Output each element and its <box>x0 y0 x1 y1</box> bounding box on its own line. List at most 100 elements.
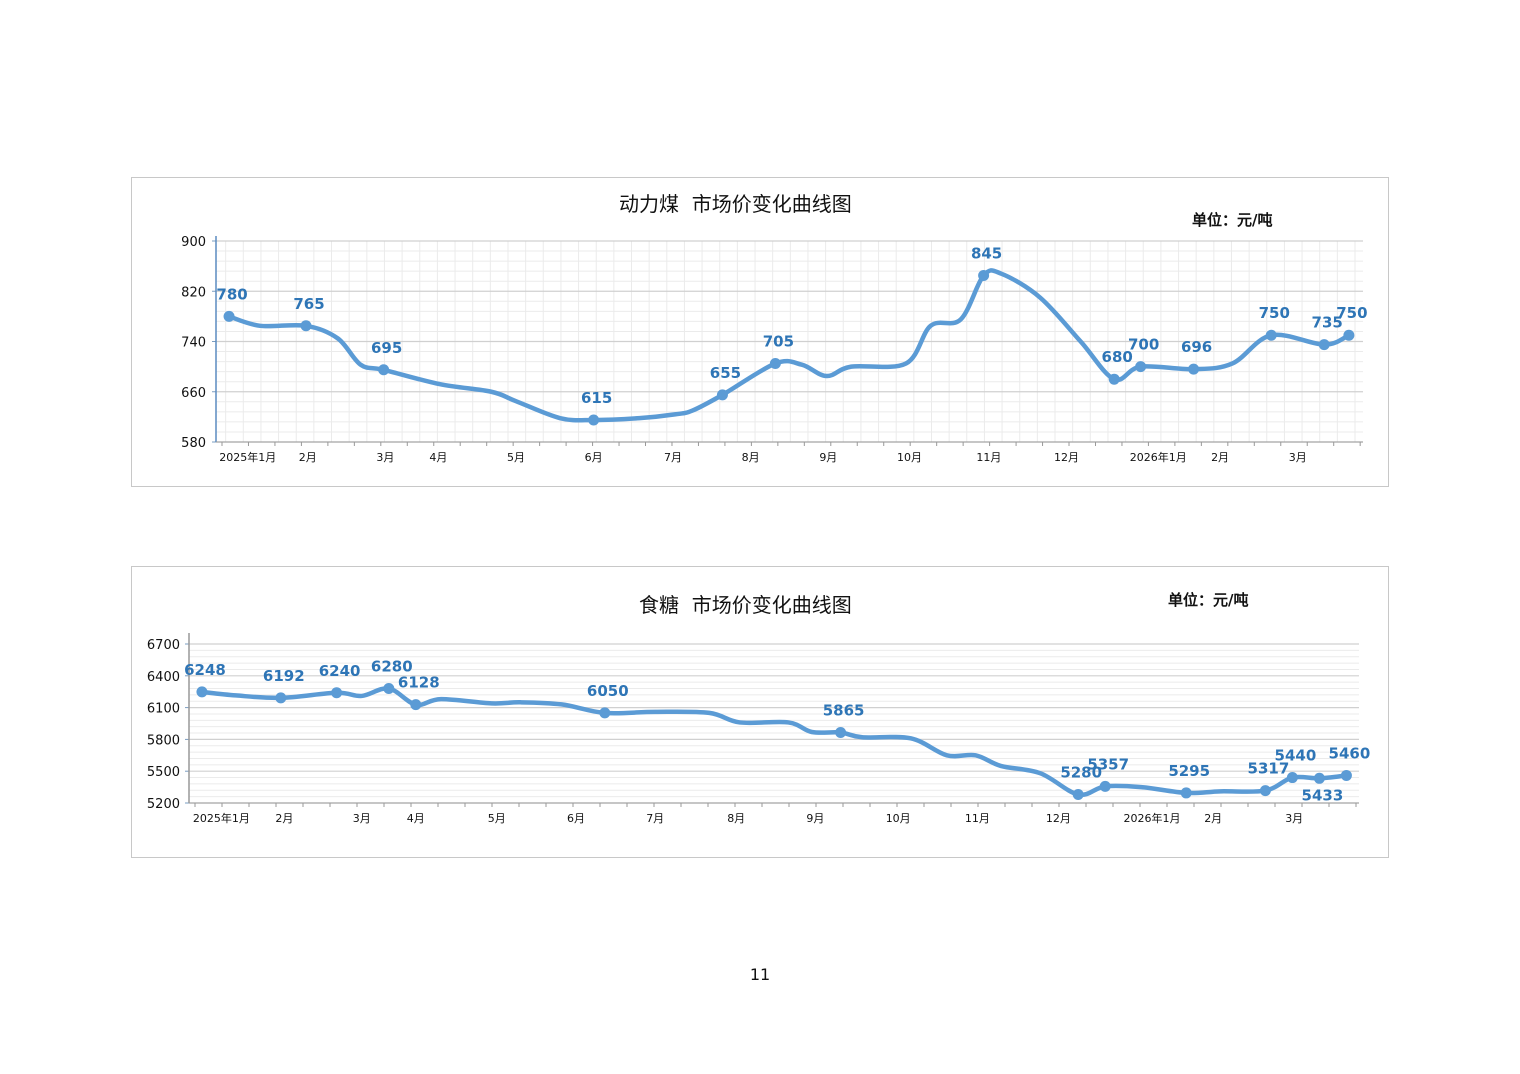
data-label: 765 <box>293 295 324 313</box>
data-label: 6128 <box>398 674 440 692</box>
x-tick-label: 3月 <box>353 812 371 825</box>
data-point <box>378 364 390 376</box>
data-label: 5865 <box>823 702 865 720</box>
y-tick-label: 6100 <box>147 702 180 717</box>
x-tick-label: 3月 <box>1289 451 1307 464</box>
x-tick-label: 7月 <box>646 812 664 825</box>
x-tick-label: 5月 <box>488 812 506 825</box>
data-point <box>1343 329 1355 341</box>
data-point <box>331 687 343 699</box>
x-tick-label: 12月 <box>1054 451 1079 464</box>
data-label: 5433 <box>1302 786 1344 804</box>
data-label: 5357 <box>1087 755 1129 773</box>
x-tick-label: 8月 <box>742 451 760 464</box>
chart-thermal-coal-plot: 580 660 740 820 900 2025年1月 2月 3月 4月 5月 6月 7月 8月 9月 10… <box>181 235 1367 464</box>
data-label: 780 <box>216 285 247 303</box>
data-point <box>1180 787 1192 799</box>
chart-sugar: 5200 5500 5800 6100 6400 6700 2025年1月 2月 3月 4月 5月 6… <box>131 566 1389 858</box>
data-point <box>1286 772 1298 784</box>
data-point <box>599 707 611 719</box>
data-label: 655 <box>710 364 741 382</box>
data-label: 750 <box>1259 304 1290 322</box>
x-tick-label: 4月 <box>407 812 425 825</box>
data-label: 696 <box>1181 338 1212 356</box>
data-label: 6248 <box>184 661 226 679</box>
chart-thermal-coal: 580 660 740 820 900 2025年1月 2月 3月 4月 5月 6月 7月 8月 9月 10… <box>131 177 1389 487</box>
x-tick-label: 7月 <box>664 451 682 464</box>
x-tick-label: 11月 <box>965 812 990 825</box>
grid <box>212 240 1363 443</box>
y-tick-label: 820 <box>181 285 206 300</box>
data-label: 5295 <box>1168 762 1210 780</box>
x-tick-label: 2月 <box>1211 451 1229 464</box>
data-point <box>1318 339 1330 351</box>
data-point <box>1340 769 1352 781</box>
x-tick-label: 10月 <box>886 812 911 825</box>
data-point <box>588 414 600 426</box>
data-label: 6192 <box>263 667 305 685</box>
page-number: 11 <box>749 965 771 984</box>
x-tick-label: 3月 <box>1285 812 1303 825</box>
data-label: 6050 <box>587 682 629 700</box>
x-tick-label: 2月 <box>275 812 293 825</box>
chart-title: 食糖 市场价变化曲线图 <box>639 593 852 617</box>
x-tick-label: 9月 <box>819 451 837 464</box>
data-point <box>1135 361 1147 373</box>
data-point <box>1259 785 1271 797</box>
x-tick-label: 2026年1月 <box>1124 811 1181 825</box>
data-point <box>1099 780 1111 792</box>
data-point <box>300 320 312 332</box>
x-tick-label: 2025年1月 <box>193 811 250 825</box>
data-label: 750 <box>1336 304 1367 322</box>
x-tick-label: 6月 <box>567 812 585 825</box>
y-tick-label: 5800 <box>147 733 180 748</box>
y-tick-label: 740 <box>181 336 206 351</box>
y-tick-label: 5200 <box>147 797 180 812</box>
data-point <box>275 692 287 704</box>
y-tick-label: 660 <box>181 386 206 401</box>
data-point <box>383 683 395 695</box>
data-point <box>223 310 235 322</box>
data-label: 705 <box>763 332 794 350</box>
x-tick-label: 2月 <box>299 451 317 464</box>
chart-title: 动力煤 市场价变化曲线图 <box>619 192 852 216</box>
x-tick-label: 11月 <box>976 451 1001 464</box>
data-point <box>1072 789 1084 801</box>
data-label: 615 <box>581 389 612 407</box>
data-point <box>1313 772 1325 784</box>
data-label: 5460 <box>1329 744 1371 762</box>
data-label: 6280 <box>371 658 413 676</box>
data-label: 845 <box>971 245 1002 263</box>
data-point <box>1265 329 1277 341</box>
data-label: 735 <box>1312 314 1343 332</box>
y-tick-label: 6700 <box>147 638 180 653</box>
chart-unit-label: 单位：元/吨 <box>1168 591 1249 609</box>
x-tick-label: 9月 <box>806 812 824 825</box>
data-point <box>978 270 990 282</box>
data-point <box>410 699 422 711</box>
x-tick-label: 10月 <box>897 451 922 464</box>
data-point <box>769 357 781 369</box>
data-point <box>196 686 208 698</box>
series-line <box>199 686 1349 798</box>
x-tick-label: 5月 <box>507 451 525 464</box>
y-tick-label: 5500 <box>147 765 180 780</box>
data-label: 5280 <box>1060 764 1102 782</box>
data-label: 5440 <box>1275 747 1317 765</box>
series-line <box>226 268 1352 423</box>
x-tick-label: 6月 <box>585 451 603 464</box>
grid <box>185 643 1359 804</box>
y-tick-label: 6400 <box>147 670 180 685</box>
x-tick-label: 2025年1月 <box>219 450 276 464</box>
y-tick-label: 900 <box>181 235 206 250</box>
x-tick-label: 4月 <box>429 451 447 464</box>
data-label: 700 <box>1128 336 1159 354</box>
x-tick-label: 3月 <box>376 451 394 464</box>
data-point <box>1108 373 1120 385</box>
data-label: 680 <box>1102 348 1133 366</box>
data-point <box>835 727 847 739</box>
x-tick-label: 12月 <box>1046 812 1071 825</box>
data-point <box>1188 363 1200 375</box>
x-tick-label: 8月 <box>727 812 745 825</box>
data-label: 5317 <box>1248 760 1290 778</box>
